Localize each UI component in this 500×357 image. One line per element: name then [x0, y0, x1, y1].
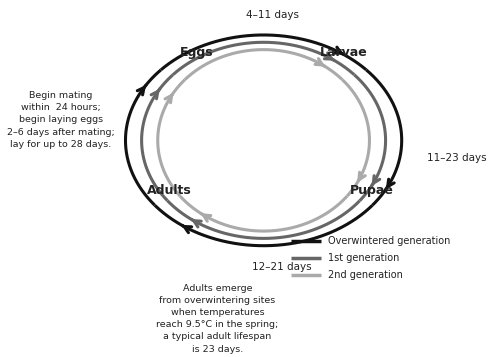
Text: 4–11 days: 4–11 days: [246, 10, 300, 20]
Text: Begin mating
within  24 hours;
begin laying eggs
2–6 days after mating;
lay for : Begin mating within 24 hours; begin layi…: [7, 91, 115, 149]
Text: 1st generation: 1st generation: [328, 253, 400, 263]
Text: Overwintered generation: Overwintered generation: [328, 236, 450, 246]
Text: Adults: Adults: [147, 183, 192, 197]
Text: 12–21 days: 12–21 days: [252, 262, 312, 272]
Text: Eggs: Eggs: [180, 46, 214, 59]
Text: Larvae: Larvae: [320, 46, 368, 59]
Text: 2nd generation: 2nd generation: [328, 270, 403, 280]
Text: 11–23 days: 11–23 days: [427, 153, 486, 163]
Text: Pupae: Pupae: [350, 183, 394, 197]
Text: Adults emerge
from overwintering sites
when temperatures
reach 9.5°C in the spri: Adults emerge from overwintering sites w…: [156, 284, 278, 353]
